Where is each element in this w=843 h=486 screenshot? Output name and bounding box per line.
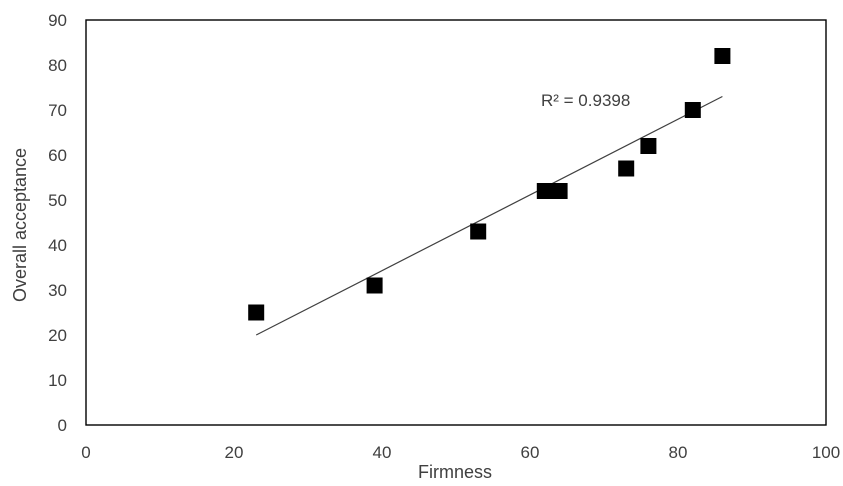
data-point bbox=[684, 102, 701, 118]
data-point bbox=[470, 223, 487, 240]
y-tick-label: 60 bbox=[48, 146, 67, 165]
y-tick-label: 30 bbox=[48, 281, 67, 300]
x-tick-labels: 0 20 40 60 80 100 bbox=[81, 443, 840, 462]
x-tick-label: 100 bbox=[812, 443, 840, 462]
points-layer bbox=[248, 48, 731, 321]
x-tick-label: 0 bbox=[81, 443, 90, 462]
y-tick-label: 80 bbox=[48, 56, 67, 75]
x-axis-title: Firmness bbox=[418, 462, 492, 481]
data-point bbox=[618, 160, 635, 177]
plot-area-frame bbox=[85, 19, 827, 426]
data-point bbox=[714, 48, 731, 64]
x-tick-label: 60 bbox=[521, 443, 540, 462]
x-tick-label: 20 bbox=[225, 443, 244, 462]
data-point bbox=[551, 183, 568, 199]
y-tick-labels: 0 10 20 30 40 50 60 70 80 90 bbox=[48, 11, 67, 435]
x-tick-label: 40 bbox=[373, 443, 392, 462]
x-tick-label: 80 bbox=[669, 443, 688, 462]
y-tick-label: 20 bbox=[48, 326, 67, 345]
trendline-layer bbox=[255, 95, 723, 336]
data-point bbox=[536, 183, 553, 199]
trendline bbox=[255, 95, 723, 336]
y-tick-label: 40 bbox=[48, 236, 67, 255]
y-tick-label: 0 bbox=[58, 416, 67, 435]
data-point bbox=[640, 138, 657, 154]
r-squared-annotation: R² = 0.9398 bbox=[541, 91, 630, 110]
y-tick-label: 70 bbox=[48, 101, 67, 120]
data-point bbox=[248, 304, 265, 321]
y-tick-label: 10 bbox=[48, 371, 67, 390]
y-tick-label: 50 bbox=[48, 191, 67, 210]
y-axis-title: Overall acceptance bbox=[10, 148, 30, 302]
y-tick-label: 90 bbox=[48, 11, 67, 30]
data-point bbox=[366, 277, 383, 294]
